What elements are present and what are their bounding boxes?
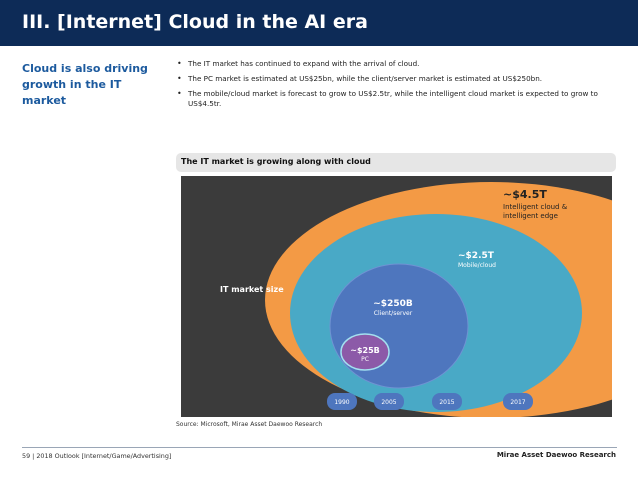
header-bar: III. [Internet] Cloud in the AI era — [0, 0, 638, 46]
year-pill-bg — [374, 393, 404, 410]
page-title: III. [Internet] Cloud in the AI era — [22, 11, 368, 33]
it-market-size-label: IT market size — [220, 285, 284, 294]
bullet-item: The mobile/cloud market is forecast to g… — [176, 89, 621, 109]
bullet-item: The IT market has continued to expand wi… — [176, 59, 621, 69]
year-label: 2017 — [510, 399, 525, 406]
pc-circle — [340, 333, 390, 371]
segment-label-client-server: Client/server — [374, 310, 413, 317]
bullet-item: The PC market is estimated at US$25bn, w… — [176, 74, 621, 84]
section-heading: Cloud is also driving growth in the IT m… — [22, 62, 148, 107]
year-pill: 2017 — [503, 393, 533, 410]
client-server-circle — [329, 263, 469, 389]
figure-title-bar: The IT market is growing along with clou… — [176, 153, 616, 172]
bullet-list: The IT market has continued to expand wi… — [176, 59, 621, 114]
year-pill-bg — [432, 393, 462, 410]
segment-label-intelligent-cloud: Intelligent cloud & — [503, 203, 568, 211]
year-pill: 2015 — [432, 393, 462, 410]
segment-value-client-server: ~$250B — [373, 299, 413, 309]
segment-value-mobile-cloud: ~$2.5T — [458, 251, 495, 261]
page-footer-left: 59 | 2018 Outlook [Internet/Game/Adverti… — [22, 452, 172, 460]
year-pill: 1990 — [327, 393, 357, 410]
year-pill-bg — [327, 393, 357, 410]
figure-title: The IT market is growing along with clou… — [181, 157, 371, 166]
it-market-figure: ~$4.5T Intelligent cloud & intelligent e… — [181, 176, 612, 417]
segment-value-pc: ~$25B — [350, 346, 380, 355]
footer-divider — [22, 447, 617, 448]
year-pill-bg — [503, 393, 533, 410]
year-label: 1990 — [334, 399, 349, 406]
segment-value-intelligent-cloud: ~$4.5T — [503, 188, 547, 201]
source-note: Source: Microsoft, Mirae Asset Daewoo Re… — [176, 421, 323, 428]
year-pill: 2005 — [374, 393, 404, 410]
segment-label-mobile-cloud: Mobile/cloud — [458, 262, 496, 269]
segment-label-intelligent-cloud-2: intelligent edge — [503, 212, 558, 220]
year-label: 2015 — [439, 399, 454, 406]
page-footer-brand: Mirae Asset Daewoo Research — [496, 451, 616, 459]
segment-label-pc: PC — [361, 356, 369, 363]
year-label: 2005 — [381, 399, 396, 406]
it-market-diagram: ~$4.5T Intelligent cloud & intelligent e… — [181, 176, 612, 417]
